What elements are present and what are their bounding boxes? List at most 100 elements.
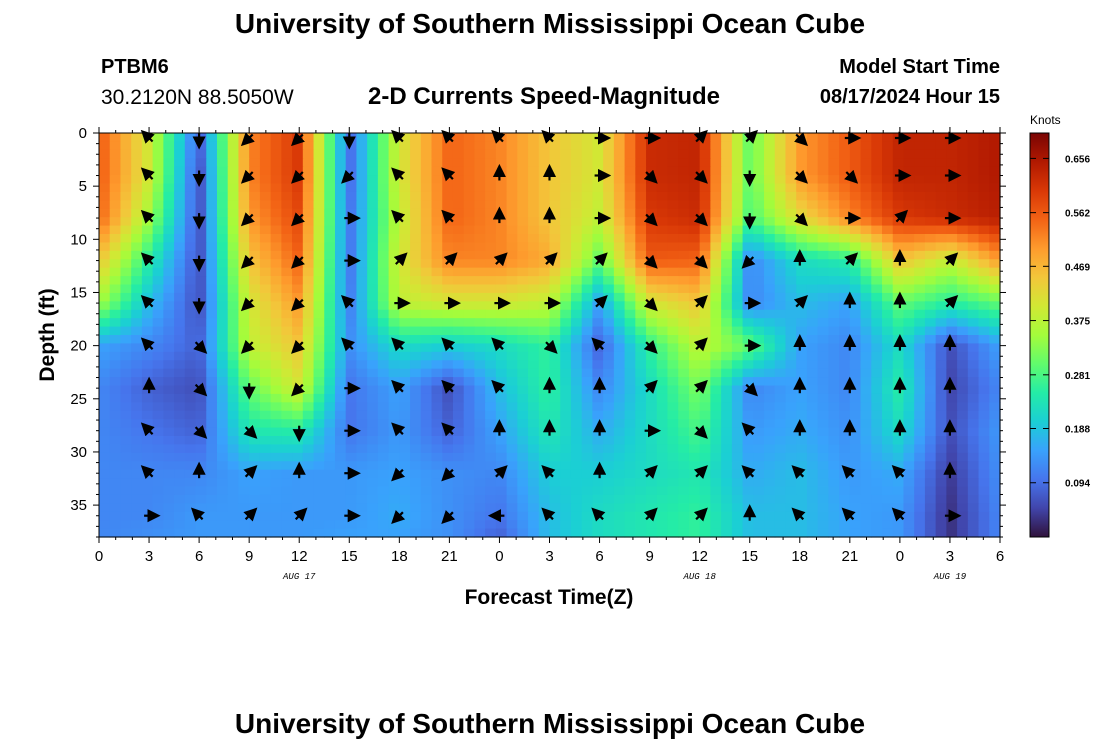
heatmap-cell: [570, 452, 583, 462]
heatmap-cell: [957, 250, 969, 260]
heatmap-cell: [560, 217, 572, 227]
heatmap-cell: [206, 402, 218, 412]
current-vector: [240, 132, 255, 147]
heatmap-cell: [603, 410, 615, 420]
heatmap-cell: [463, 503, 476, 513]
heatmap-cell: [270, 267, 282, 277]
heatmap-cell: [924, 217, 937, 227]
heatmap-cell: [753, 234, 765, 244]
heatmap-cell: [195, 368, 207, 378]
heatmap-cell: [259, 343, 272, 353]
heatmap-cell: [914, 259, 926, 269]
heatmap-cell: [603, 393, 615, 403]
heatmap-cell: [753, 452, 765, 462]
heatmap-cell: [946, 141, 958, 151]
heatmap-cell: [495, 486, 508, 496]
heatmap-cell: [281, 385, 293, 395]
heatmap-cell: [152, 259, 164, 269]
heatmap-cell: [195, 444, 207, 454]
heatmap-cell: [249, 377, 261, 387]
heatmap-cell: [946, 393, 958, 403]
heatmap-cell: [592, 368, 604, 378]
heatmap-cell: [613, 444, 626, 454]
heatmap-cell: [667, 309, 679, 319]
heatmap-cell: [710, 208, 722, 218]
heatmap-cell: [238, 402, 250, 412]
heatmap-cell: [184, 410, 197, 420]
heatmap-cell: [613, 326, 626, 336]
heatmap-cell: [667, 469, 679, 479]
heatmap-cell: [163, 250, 175, 260]
heatmap-cell: [163, 503, 175, 513]
heatmap-cell: [99, 200, 111, 210]
heatmap-cell: [849, 402, 862, 412]
heatmap-cell: [517, 208, 529, 218]
heatmap-cell: [613, 175, 626, 185]
heatmap-cell: [517, 175, 529, 185]
heatmap-cell: [978, 242, 990, 252]
heatmap-cell: [485, 436, 497, 446]
heatmap-cell: [935, 385, 947, 395]
heatmap-cell: [163, 343, 175, 353]
heatmap-cell: [967, 158, 980, 168]
heatmap-cell: [678, 208, 690, 218]
heatmap-cell: [410, 503, 422, 513]
heatmap-cell: [195, 520, 207, 530]
heatmap-cell: [388, 393, 400, 403]
heatmap-cell: [184, 318, 197, 328]
heatmap-cell: [635, 276, 647, 286]
heatmap-cell: [549, 318, 561, 328]
heatmap-cell: [860, 259, 872, 269]
heatmap-cell: [710, 133, 722, 143]
heatmap-cell: [216, 217, 229, 227]
heatmap-cell: [882, 511, 894, 521]
heatmap-cell: [710, 242, 722, 252]
heatmap-cell: [452, 183, 465, 193]
heatmap-cell: [324, 225, 336, 235]
heatmap-cell: [710, 343, 722, 353]
heatmap-cell: [796, 267, 808, 277]
heatmap-cell: [474, 461, 486, 471]
heatmap-cell: [764, 225, 776, 235]
heatmap-cell: [474, 528, 486, 538]
heatmap-cell: [474, 301, 486, 311]
heatmap-cell: [957, 402, 969, 412]
heatmap-cell: [313, 183, 325, 193]
heatmap-cell: [892, 419, 905, 429]
heatmap-cell: [131, 343, 143, 353]
heatmap-cell: [570, 301, 583, 311]
heatmap-cell: [613, 309, 626, 319]
heatmap-cell: [131, 511, 143, 521]
heatmap-cell: [613, 250, 626, 260]
heatmap-cell: [195, 267, 207, 277]
heatmap-cell: [109, 242, 122, 252]
heatmap-cell: [281, 419, 293, 429]
heatmap-cell: [613, 368, 626, 378]
heatmap-cell: [141, 158, 154, 168]
heatmap-cell: [924, 183, 937, 193]
heatmap-cell: [313, 309, 325, 319]
heatmap-cell: [270, 436, 282, 446]
heatmap-cell: [667, 494, 679, 504]
heatmap-cell: [914, 452, 926, 462]
heatmap-cell: [474, 436, 486, 446]
heatmap-cell: [742, 494, 754, 504]
heatmap-cell: [924, 250, 937, 260]
heatmap-cell: [109, 478, 122, 488]
heatmap-cell: [903, 444, 915, 454]
heatmap-cell: [302, 410, 315, 420]
heatmap-cell: [635, 234, 647, 244]
heatmap-cell: [463, 452, 476, 462]
heatmap-cell: [721, 343, 733, 353]
heatmap-cell: [206, 309, 218, 319]
heatmap-cell: [174, 183, 186, 193]
heatmap-cell: [184, 259, 197, 269]
heatmap-cell: [581, 360, 594, 370]
heatmap-cell: [195, 217, 207, 227]
heatmap-cell: [774, 217, 787, 227]
heatmap-cell: [334, 469, 347, 479]
heatmap-cell: [892, 183, 905, 193]
heatmap-cell: [624, 494, 636, 504]
current-vector: [391, 379, 406, 394]
heatmap-cell: [195, 436, 207, 446]
